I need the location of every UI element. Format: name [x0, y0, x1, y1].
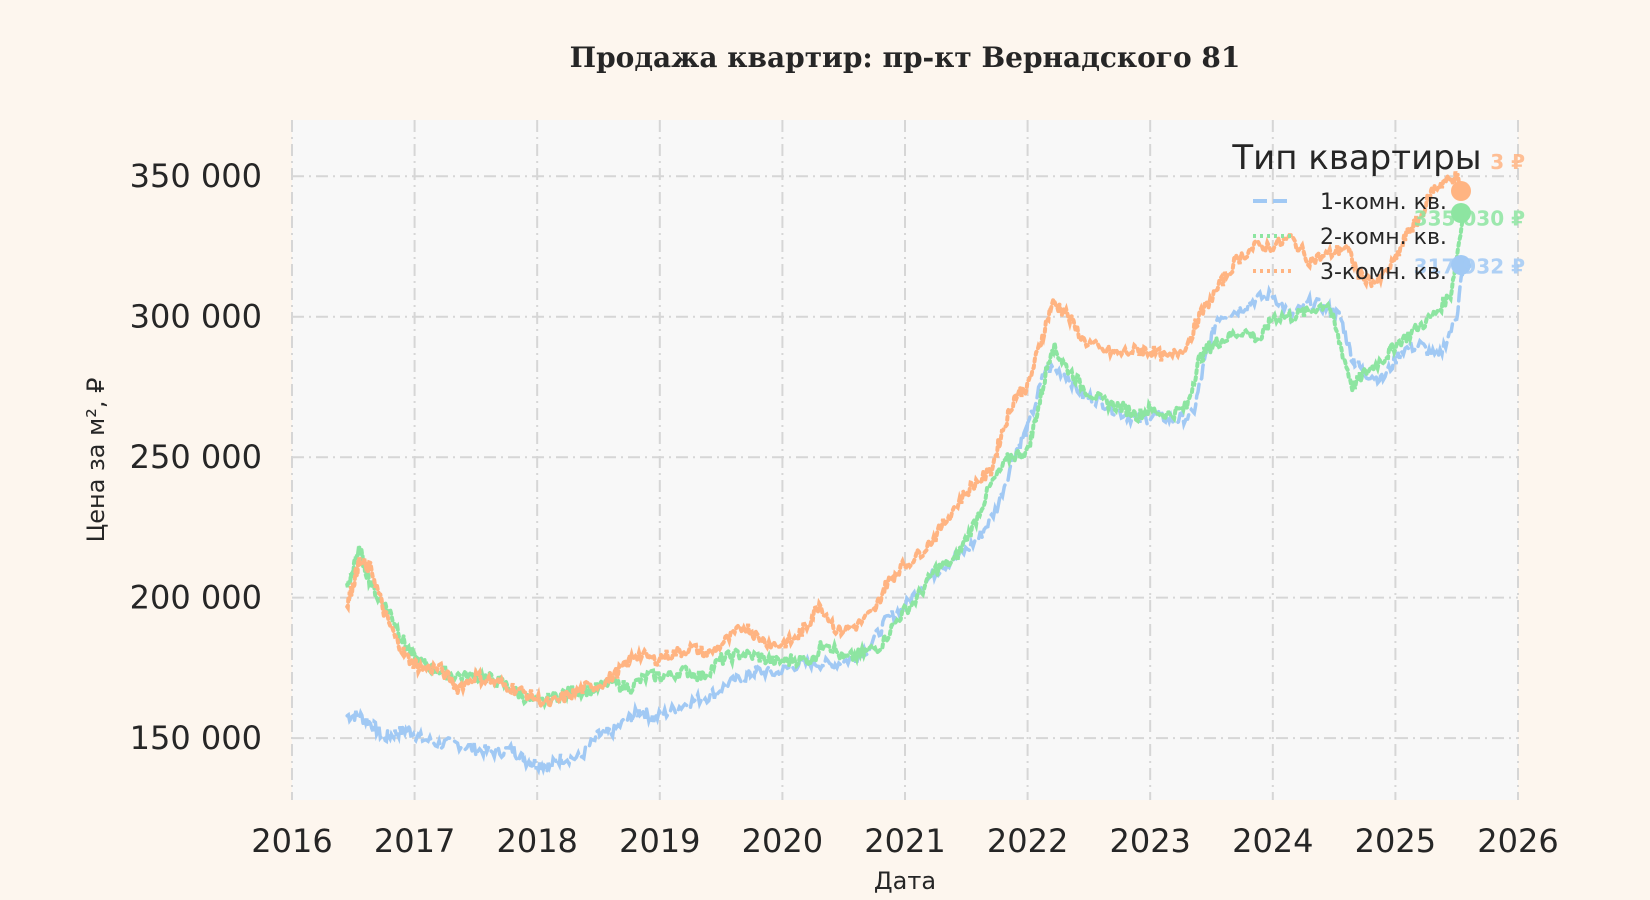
- y-tick-label: 300 000: [130, 298, 262, 336]
- legend-label: 3-комн. кв.: [1320, 260, 1447, 285]
- x-tick-label: 2023: [1109, 822, 1190, 860]
- x-tick-label: 2026: [1477, 822, 1558, 860]
- x-tick-label: 2016: [251, 822, 332, 860]
- end-marker: [1451, 181, 1471, 201]
- series-line-1: [345, 264, 1465, 776]
- end-value-label: 3 ₽: [1490, 150, 1525, 174]
- y-tick-label: 200 000: [130, 579, 262, 617]
- y-tick-label: 250 000: [130, 438, 262, 476]
- end-marker: [1451, 255, 1471, 275]
- end-value-label: 317 932 ₽: [1414, 254, 1525, 278]
- grid: [291, 120, 1519, 800]
- legend: Тип квартиры 1-комн. кв. 2-комн. кв. 3-ком…: [1231, 138, 1481, 285]
- x-tick-label: 2022: [987, 822, 1068, 860]
- x-axis: 2016 2017 2018 2019 2020 2021 2022 2023 2024 2025…: [251, 822, 1558, 860]
- y-axis-label: Цена за м², ₽: [82, 378, 110, 543]
- x-tick-label: 2024: [1232, 822, 1313, 860]
- y-tick-label: 150 000: [130, 719, 262, 757]
- end-marker: [1451, 203, 1471, 223]
- series-line-3: [345, 169, 1465, 711]
- x-tick-label: 2021: [864, 822, 945, 860]
- y-axis: 150 000 200 000 250 000 300 000 350 000: [130, 157, 262, 757]
- x-tick-label: 2017: [374, 822, 455, 860]
- x-tick-label: 2019: [619, 822, 700, 860]
- x-tick-label: 2018: [496, 822, 577, 860]
- series-group: [345, 169, 1465, 776]
- chart-title: Продажа квартир: пр-кт Вернадского 81: [570, 41, 1241, 74]
- end-value-label: 335 030 ₽: [1414, 206, 1525, 230]
- x-tick-label: 2020: [742, 822, 823, 860]
- x-axis-label: Дата: [874, 867, 936, 895]
- series-line-2: [345, 216, 1465, 711]
- end-markers: 3 ₽ 335 030 ₽ 317 932 ₽: [1414, 150, 1525, 278]
- legend-label: 1-комн. кв.: [1320, 190, 1447, 215]
- legend-label: 2-комн. кв.: [1320, 225, 1447, 250]
- x-tick-label: 2025: [1355, 822, 1436, 860]
- y-tick-label: 350 000: [130, 157, 262, 195]
- legend-title: Тип квартиры: [1231, 138, 1481, 178]
